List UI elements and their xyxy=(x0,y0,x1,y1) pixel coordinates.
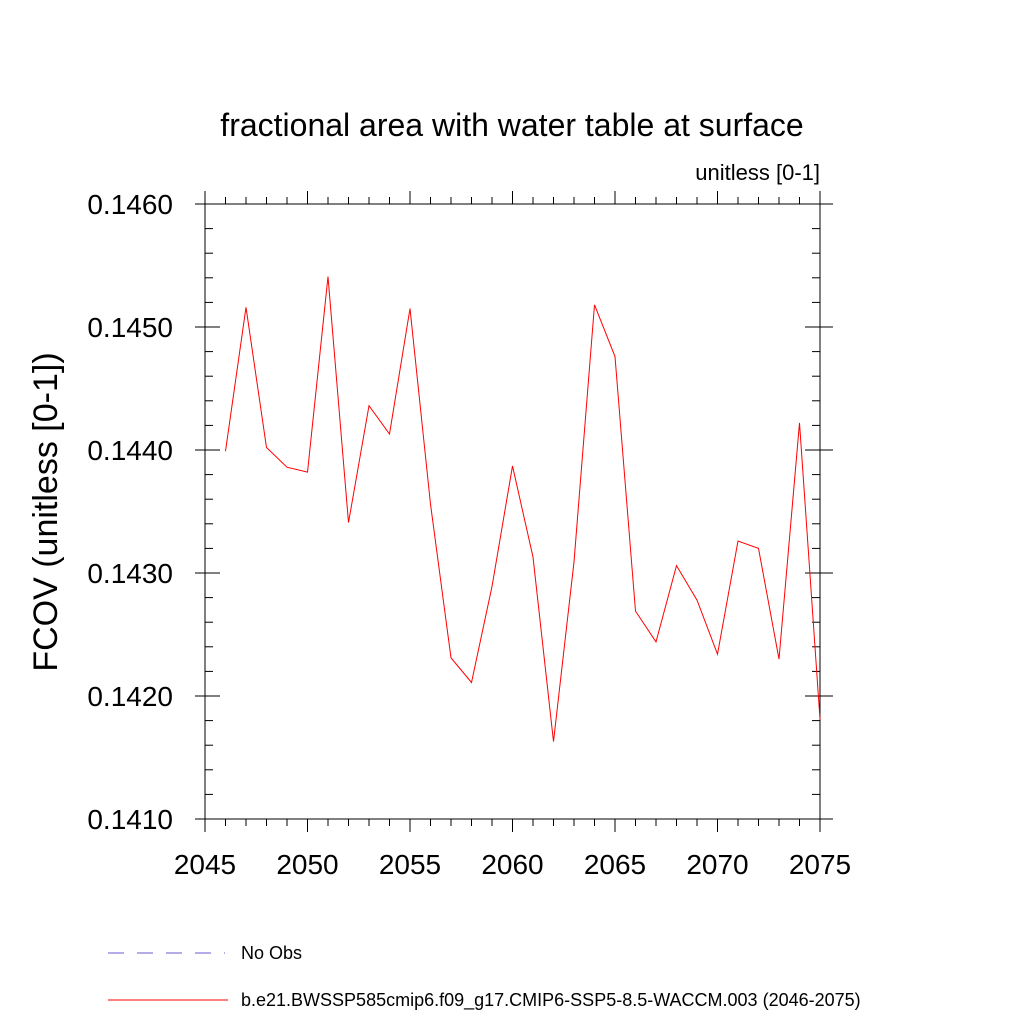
series-line-fcov xyxy=(225,276,821,742)
y-tick-label: 0.1460 xyxy=(87,189,173,220)
x-tick-label: 2070 xyxy=(686,849,748,880)
y-tick-label: 0.1410 xyxy=(87,804,173,835)
y-tick-label: 0.1440 xyxy=(87,435,173,466)
y-tick-label: 0.1420 xyxy=(87,681,173,712)
y-tick-label: 0.1450 xyxy=(87,312,173,343)
x-tick-labels: 2045 2050 2055 2060 2065 2070 2075 xyxy=(174,849,851,880)
legend-label-no-obs: No Obs xyxy=(241,943,302,963)
x-tick-label: 2060 xyxy=(481,849,543,880)
x-tick-label: 2055 xyxy=(379,849,441,880)
y-axis-label: FCOV (unitless [0-1]) xyxy=(27,352,65,671)
x-tick-label: 2065 xyxy=(584,849,646,880)
series-layer xyxy=(225,276,821,742)
x-tick-label: 2075 xyxy=(789,849,851,880)
x-tick-label: 2045 xyxy=(174,849,236,880)
chart-subtitle: unitless [0-1] xyxy=(695,160,820,185)
legend: No Obs b.e21.BWSSP585cmip6.f09_g17.CMIP6… xyxy=(108,943,861,1011)
x-tick-label: 2050 xyxy=(276,849,338,880)
chart-title: fractional area with water table at surf… xyxy=(220,107,803,143)
plot-frame xyxy=(204,203,821,820)
y-tick-labels: 0.1410 0.1420 0.1430 0.1440 0.1450 0.1460 xyxy=(87,189,173,835)
y-tick-label: 0.1430 xyxy=(87,558,173,589)
legend-label-model: b.e21.BWSSP585cmip6.f09_g17.CMIP6-SSP5-8… xyxy=(241,990,861,1011)
axis-ticks xyxy=(195,191,833,832)
